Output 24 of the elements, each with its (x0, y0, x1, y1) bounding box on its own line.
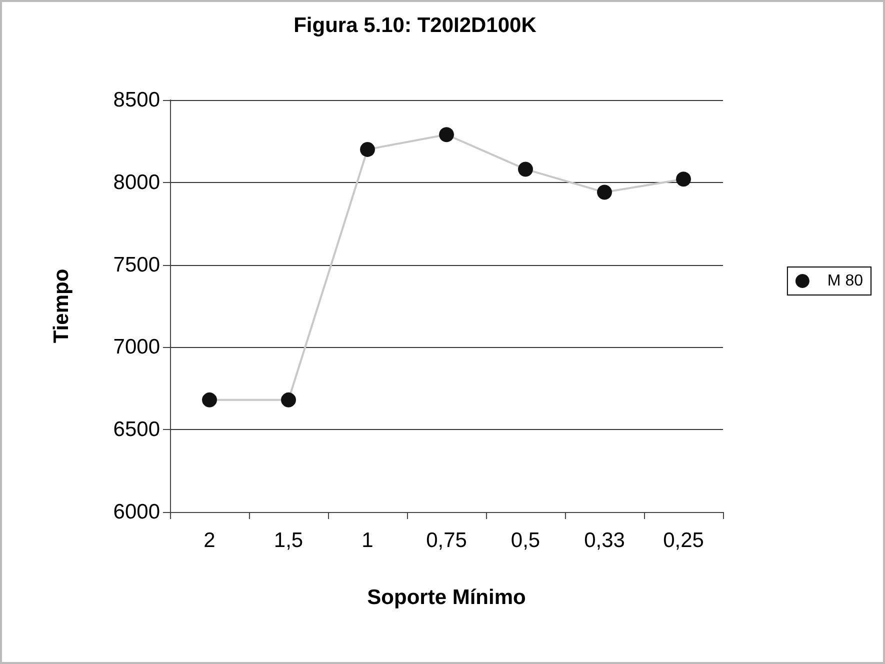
point (281, 392, 296, 408)
y-tick-label: 8500 (113, 88, 160, 112)
y-tick-label: 8000 (113, 170, 160, 194)
chart-title: Figura 5.10: T20I2D100K (294, 14, 536, 37)
x-tick-label: 0,25 (663, 529, 704, 552)
x-tick-label: 1,5 (274, 529, 304, 552)
y-tick-label: 6000 (113, 500, 160, 524)
point (518, 162, 533, 177)
point (439, 127, 454, 142)
x-tick-label: 2 (204, 529, 216, 552)
legend-label: M 80 (827, 272, 864, 290)
y-tick-label: 7000 (113, 336, 160, 359)
y-tick-label: 7500 (113, 253, 160, 276)
x-tick-label: 0,33 (584, 529, 625, 552)
y-tick-label: 6500 (113, 418, 160, 442)
x-tick-label: 0,75 (426, 529, 467, 552)
y-axis-title: Tiempo (50, 268, 73, 344)
point (597, 184, 612, 200)
x-axis-title: Soporte Mínimo (367, 586, 526, 609)
point (202, 392, 217, 408)
point (676, 172, 691, 187)
x-tick-label: 0,5 (510, 529, 540, 552)
x-tick-label: 1 (362, 529, 374, 552)
point (360, 142, 375, 157)
